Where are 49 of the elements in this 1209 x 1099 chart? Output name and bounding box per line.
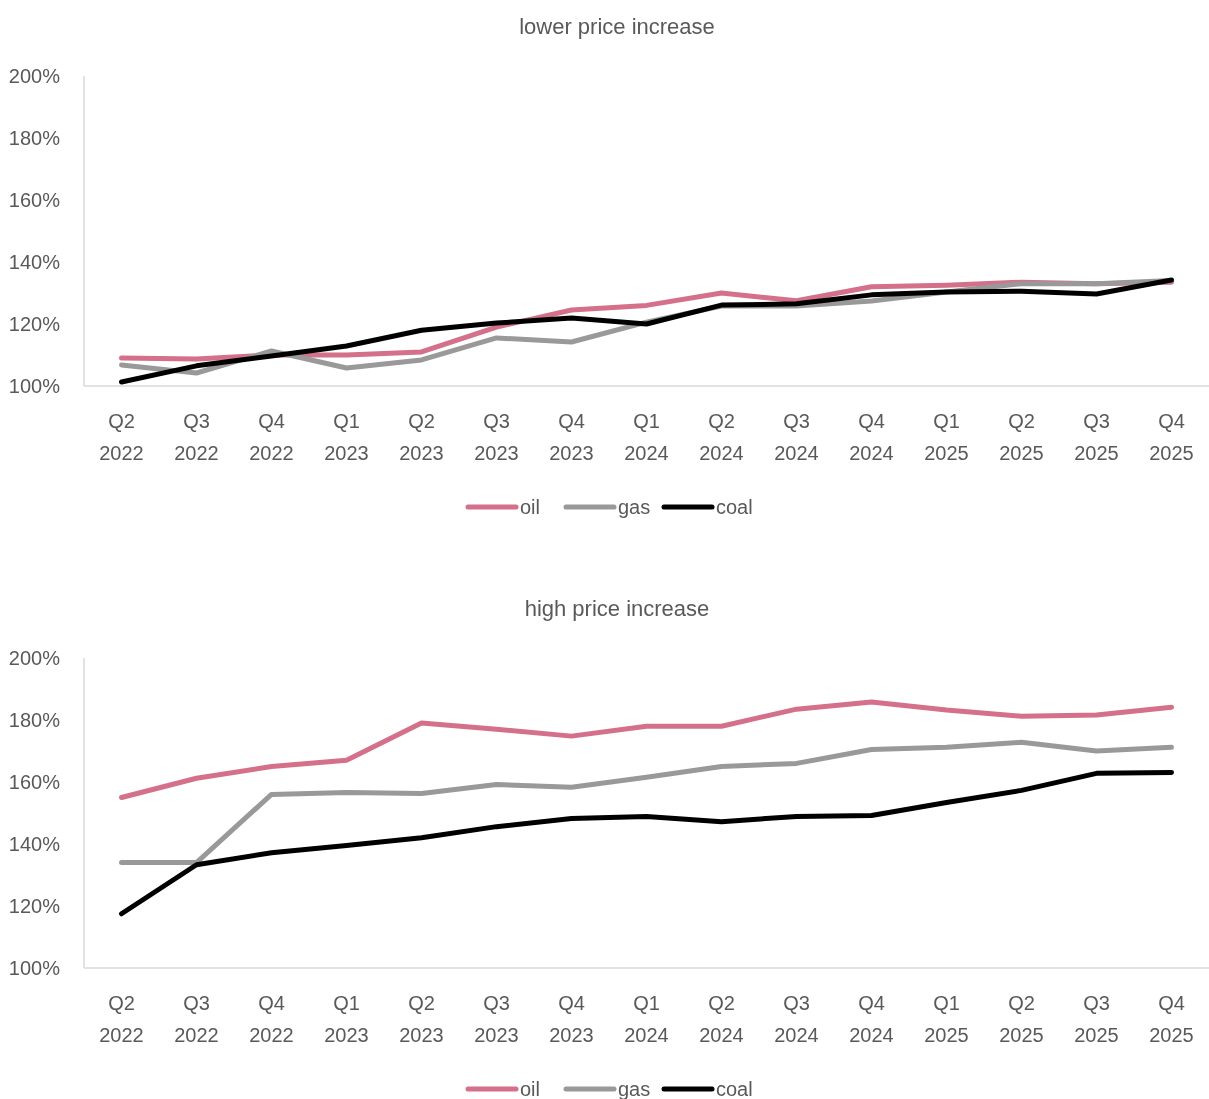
y-tick-label: 200% xyxy=(8,647,61,669)
x-tick-label: Q2 2024 xyxy=(699,410,744,464)
x-tick-label: Q2 2023 xyxy=(399,410,444,464)
legend-label: gas xyxy=(618,496,651,518)
y-tick-label: 100% xyxy=(8,375,61,397)
x-tick-label: Q2 2025 xyxy=(999,410,1044,464)
x-tick-label: Q4 2022 xyxy=(249,410,294,464)
x-tick-label: Q1 2023 xyxy=(324,992,369,1046)
x-tick-label: Q3 2025 xyxy=(1074,410,1119,464)
legend-label: oil xyxy=(520,1078,541,1099)
x-tick-label: Q2 2024 xyxy=(699,992,744,1046)
x-tick-label: Q3 2024 xyxy=(774,992,819,1046)
x-tick-label: Q4 2025 xyxy=(1149,992,1194,1046)
x-tick-label: Q3 2023 xyxy=(474,992,519,1046)
x-tick-label: Q2 2022 xyxy=(99,410,144,464)
y-tick-label: 140% xyxy=(8,251,61,273)
y-tick-label: 160% xyxy=(8,189,61,211)
x-tick-label: Q4 2023 xyxy=(549,410,594,464)
y-tick-label: 120% xyxy=(8,895,61,917)
y-tick-label: 120% xyxy=(8,313,61,335)
x-tick-label: Q2 2025 xyxy=(999,992,1044,1046)
x-tick-label: Q1 2024 xyxy=(624,992,669,1046)
x-tick-label: Q1 2025 xyxy=(924,410,969,464)
legend-label: coal xyxy=(716,496,753,518)
x-tick-label: Q2 2023 xyxy=(399,992,444,1046)
x-tick-label: Q4 2022 xyxy=(249,992,294,1046)
x-tick-label: Q3 2025 xyxy=(1074,992,1119,1046)
x-tick-label: Q4 2024 xyxy=(849,992,894,1046)
x-tick-label: Q1 2024 xyxy=(624,410,669,464)
x-tick-label: Q4 2024 xyxy=(849,410,894,464)
x-tick-label: Q2 2022 xyxy=(99,992,144,1046)
y-tick-label: 160% xyxy=(8,771,61,793)
x-tick-label: Q3 2022 xyxy=(174,410,219,464)
x-tick-label: Q3 2022 xyxy=(174,992,219,1046)
y-tick-label: 180% xyxy=(8,709,61,731)
y-tick-label: 100% xyxy=(8,957,61,979)
y-tick-label: 140% xyxy=(8,833,61,855)
chart-title: lower price increase xyxy=(519,14,715,39)
x-tick-label: Q3 2023 xyxy=(474,410,519,464)
legend-label: oil xyxy=(520,496,541,518)
x-tick-label: Q1 2023 xyxy=(324,410,369,464)
y-tick-label: 200% xyxy=(8,65,61,87)
x-tick-label: Q4 2023 xyxy=(549,992,594,1046)
x-tick-label: Q1 2025 xyxy=(924,992,969,1046)
y-tick-label: 180% xyxy=(8,127,61,149)
x-tick-label: Q4 2025 xyxy=(1149,410,1194,464)
legend-label: coal xyxy=(716,1078,753,1099)
x-tick-label: Q3 2024 xyxy=(774,410,819,464)
chart-title: high price increase xyxy=(524,596,710,621)
